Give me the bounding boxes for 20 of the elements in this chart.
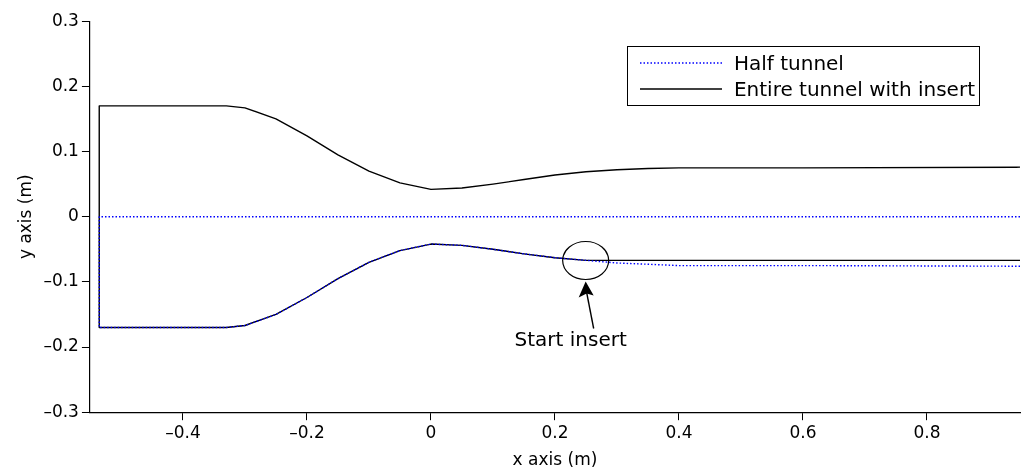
legend-label: Half tunnel [733, 50, 844, 77]
y-tick-label: 0.1 [51, 139, 79, 160]
y-tick-label: 0.3 [51, 9, 79, 30]
x-axis-title: x axis (m) [512, 449, 598, 470]
annotation: Start insert [514, 326, 627, 351]
y-tick-label: 0.2 [51, 74, 79, 95]
y-axis-title: y axis (m) [14, 174, 35, 260]
x-tick-label: 0.8 [913, 421, 941, 442]
x-tick-label: –0.4 [165, 421, 201, 442]
y-tick-label: –0.3 [43, 400, 79, 421]
x-tick-label: –0.2 [289, 421, 325, 442]
y-tick-label: –0.2 [43, 335, 79, 356]
x-tick-label: 0 [425, 421, 437, 442]
line-series [98, 216, 1020, 329]
x-tick-label: 0.6 [789, 421, 817, 442]
legend-label: Entire tunnel with insert [733, 76, 975, 103]
y-tick-label: –0.1 [43, 270, 79, 291]
x-tick-label: 0.4 [665, 421, 693, 442]
x-tick-label: 0.2 [541, 421, 569, 442]
y-tick-label: 0 [68, 205, 79, 226]
